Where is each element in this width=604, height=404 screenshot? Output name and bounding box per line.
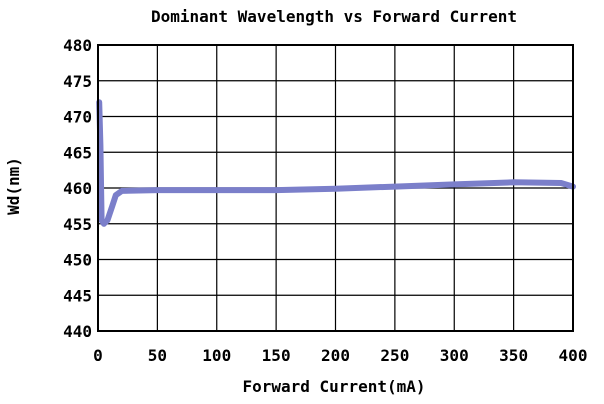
y-tick-label: 440 [63, 322, 92, 341]
x-axis-title: Forward Current(mA) [242, 377, 425, 396]
y-axis-ticks: 440 445 450 455 460 465 470 475 480 [63, 36, 92, 341]
x-tick-label: 0 [93, 346, 103, 365]
series-layer [96, 99, 576, 227]
chart-title: Dominant Wavelength vs Forward Current [151, 7, 517, 26]
y-axis-title: Wd(nm) [4, 157, 23, 215]
y-tick-label: 465 [63, 143, 92, 162]
x-tick-label: 350 [499, 346, 528, 365]
x-tick-label: 150 [262, 346, 291, 365]
y-tick-label: 450 [63, 251, 92, 270]
y-tick-label: 445 [63, 286, 92, 305]
y-tick-label: 475 [63, 72, 92, 91]
y-tick-label: 480 [63, 36, 92, 55]
x-tick-label: 400 [559, 346, 588, 365]
x-tick-label: 300 [440, 346, 469, 365]
x-axis-ticks: 0 50 100 150 200 250 300 350 400 [93, 346, 587, 365]
y-tick-label: 460 [63, 179, 92, 198]
x-tick-label: 250 [380, 346, 409, 365]
x-tick-label: 200 [321, 346, 350, 365]
x-tick-label: 50 [148, 346, 167, 365]
y-tick-label: 470 [63, 108, 92, 127]
y-tick-label: 455 [63, 215, 92, 234]
series-line [96, 99, 576, 227]
x-tick-label: 100 [202, 346, 231, 365]
plot-area-frame [97, 44, 574, 332]
